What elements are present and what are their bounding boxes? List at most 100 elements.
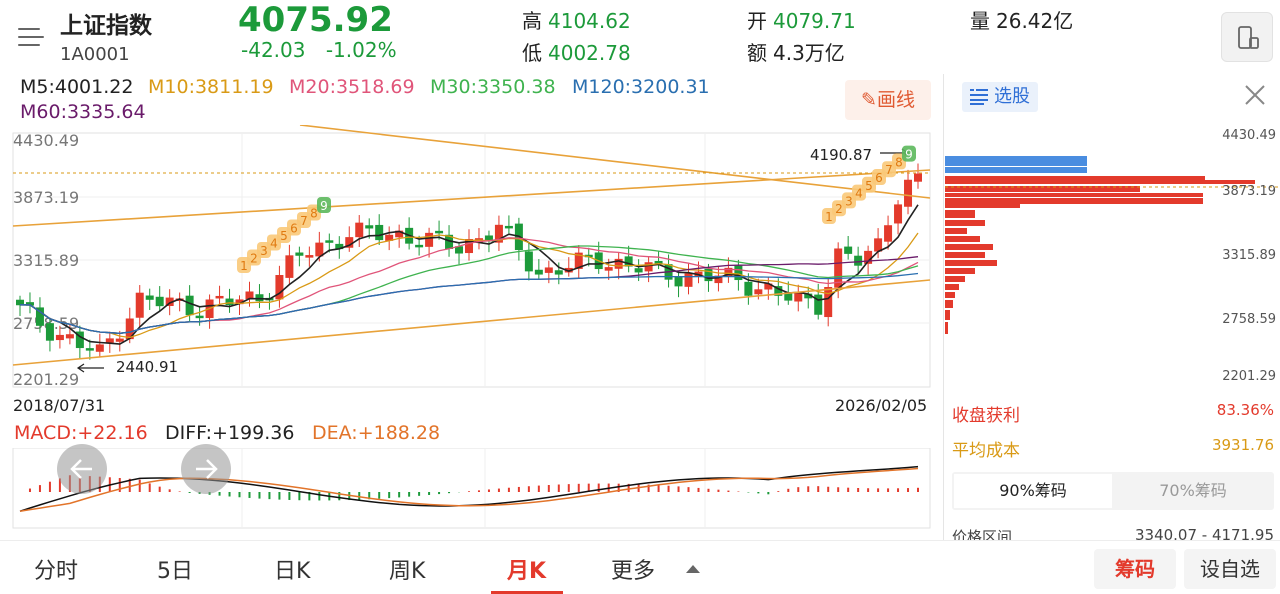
candle-body: [874, 238, 883, 252]
stock-picker-label: 选股: [994, 86, 1030, 107]
candle-body: [135, 292, 144, 318]
chip-bar: [945, 244, 993, 250]
tab-weekly-k[interactable]: 周K: [389, 559, 426, 584]
pencil-icon: ✎: [861, 89, 877, 111]
open-stat: 开 4079.71: [747, 5, 856, 34]
ma5-line: [19, 204, 919, 345]
candle-body: [914, 173, 922, 182]
kline-chart[interactable]: 4430.493873.193315.892758.592201.294190.…: [0, 125, 942, 395]
candle-body: [734, 265, 743, 281]
candle-body: [884, 225, 893, 242]
candle-body: [604, 267, 613, 271]
chip-bar: [945, 176, 1205, 180]
low-stat: 低 4002.78: [522, 37, 631, 66]
candle-body: [524, 251, 533, 272]
td-count-bubble-label: 3: [845, 194, 853, 208]
tab-90-chips[interactable]: 90%筹码: [954, 474, 1112, 508]
candle-body: [65, 334, 74, 339]
y-tick-label: 2201.29: [13, 370, 79, 389]
ma5-label: M5:4001.22: [20, 76, 134, 98]
ma20-label: M20:3518.69: [289, 76, 415, 98]
candle-body: [415, 244, 424, 248]
candle-body: [504, 225, 513, 229]
add-watchlist-button[interactable]: 设自选: [1184, 549, 1276, 589]
td-count-bubble-label: 4: [270, 237, 278, 251]
tab-more[interactable]: 更多: [611, 559, 656, 584]
candle-body: [425, 232, 434, 247]
draw-line-button[interactable]: ✎画线: [845, 80, 931, 120]
candle-body: [255, 294, 264, 302]
candle-body: [75, 331, 84, 349]
tab-monthly-k[interactable]: 月K: [507, 559, 547, 584]
candle-body: [95, 344, 104, 352]
high-value: 4104.62: [548, 9, 631, 33]
candle-body: [145, 295, 154, 300]
diff-line: [19, 465, 919, 512]
candle-body: [465, 238, 473, 254]
end-date: 2026/02/05: [835, 396, 928, 415]
chip-distribution-panel: 选股 4430.49 3873.19 3315.89 2758.59 2201.…: [943, 74, 1280, 546]
ma30-label: M30:3350.38: [430, 76, 556, 98]
tab-70-chips[interactable]: 70%筹码: [1159, 481, 1227, 500]
td-count-bubble: [902, 145, 916, 162]
candle-body: [45, 323, 54, 341]
candle-body: [854, 255, 863, 266]
amount-label: 额: [747, 41, 767, 65]
chip-bar: [945, 252, 985, 258]
change-value: -42.03: [241, 38, 306, 62]
td-count-bubble-label: 5: [280, 229, 288, 243]
caret-up-icon[interactable]: [686, 565, 700, 573]
td-count-bubble-label: 9: [320, 199, 328, 213]
candle-body: [634, 268, 643, 273]
chip-tick-4: 2758.59: [1222, 312, 1276, 327]
td-count-bubble-label: 3: [260, 244, 268, 258]
amount-value: 4.3万亿: [773, 41, 845, 65]
candle-body: [155, 296, 164, 307]
list-icon: [970, 89, 988, 105]
scroll-left-button[interactable]: [57, 444, 107, 494]
tab-5day[interactable]: 5日: [157, 559, 193, 584]
chip-bar: [945, 167, 1087, 173]
chip-bar: [945, 228, 967, 234]
profit-row: 收盘获利 83.36%: [952, 401, 1274, 426]
tab-daily-k[interactable]: 日K: [274, 559, 311, 584]
candle-body: [794, 292, 803, 302]
scroll-right-button[interactable]: [181, 444, 231, 494]
ma60-label: M60:3335.64: [20, 101, 146, 123]
candle-body: [16, 299, 24, 306]
td-count-bubble-label: 6: [875, 171, 883, 185]
candle-body: [365, 225, 374, 229]
td-count-bubble-label: 1: [240, 259, 248, 273]
candle-body: [325, 240, 334, 243]
candle-body: [684, 273, 693, 287]
candle-body: [554, 270, 563, 275]
profit-label: 收盘获利: [952, 406, 1020, 426]
menu-icon[interactable]: [18, 26, 44, 48]
phone-rotate-icon: [1238, 26, 1259, 49]
candle-body: [375, 224, 384, 241]
candle-body: [115, 338, 124, 342]
screen-rotate-button[interactable]: [1221, 12, 1273, 62]
quote-header: 上证指数 1A0001 4075.92 -42.03 -1.02% 高 4104.…: [0, 0, 1280, 74]
td-count-bubble-label: 8: [310, 207, 318, 221]
close-icon[interactable]: [1244, 84, 1266, 106]
chip-tick-1: 4430.49: [1222, 128, 1276, 143]
current-price: 4075.92: [238, 0, 393, 40]
candle-body: [534, 269, 543, 275]
trend-line: [299, 125, 931, 199]
index-name: 上证指数: [60, 13, 152, 39]
trend-line: [12, 169, 931, 227]
tab-intraday[interactable]: 分时: [34, 559, 79, 584]
open-label: 开: [747, 9, 767, 33]
chip-bar: [945, 236, 980, 242]
arrow-right-icon: [196, 459, 218, 479]
chip-button[interactable]: 筹码: [1094, 549, 1176, 589]
macd-chart[interactable]: [0, 448, 942, 530]
stock-picker-button[interactable]: 选股: [962, 82, 1038, 112]
ma10-label: M10:3811.19: [148, 76, 274, 98]
candle-body: [195, 315, 204, 319]
high-stat: 高 4104.62: [522, 5, 631, 34]
high-label: 高: [522, 9, 542, 33]
macd-frame: [12, 448, 931, 529]
ma60-line: [19, 256, 919, 334]
